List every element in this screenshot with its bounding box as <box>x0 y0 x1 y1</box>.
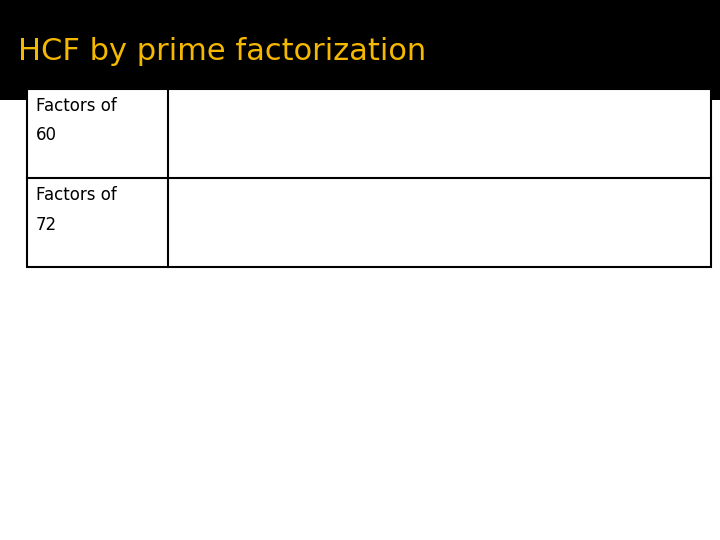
Text: Factors of
60: Factors of 60 <box>36 97 117 144</box>
Text: HCF by prime factorization: HCF by prime factorization <box>18 37 426 66</box>
FancyBboxPatch shape <box>27 89 711 267</box>
FancyBboxPatch shape <box>0 0 720 100</box>
Text: Factors of
72: Factors of 72 <box>36 186 117 233</box>
